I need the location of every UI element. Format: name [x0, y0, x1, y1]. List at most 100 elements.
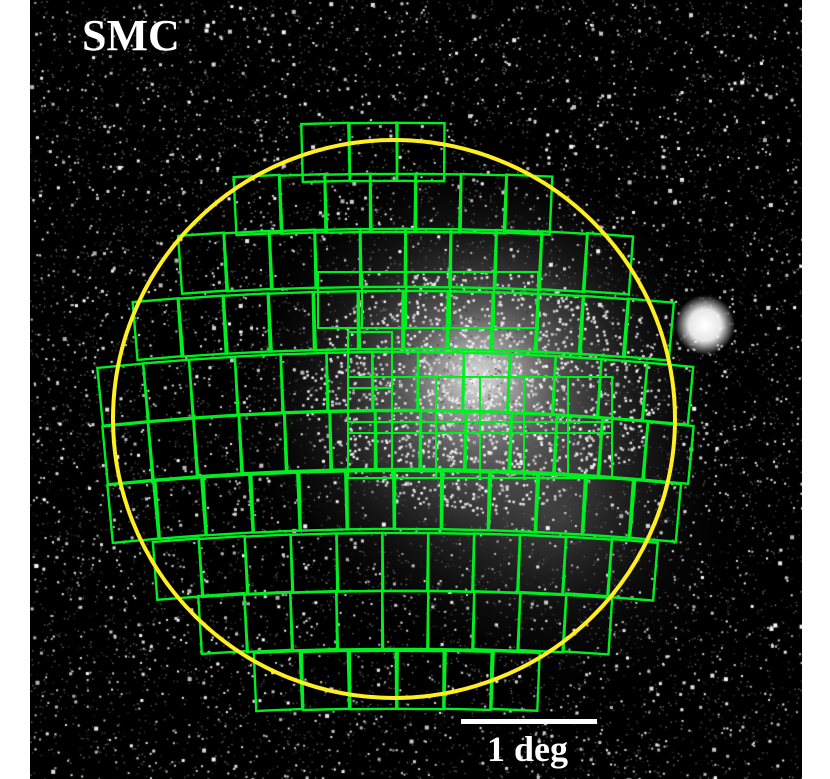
survey-tile: [250, 471, 301, 534]
survey-tile: [640, 361, 695, 427]
survey-tile: [95, 362, 151, 427]
survey-tile: [403, 227, 453, 289]
survey-tile: [605, 537, 660, 602]
survey-tile: [426, 589, 476, 651]
survey-tile: [237, 411, 289, 475]
survey-tile: [393, 469, 443, 531]
survey-tile: [328, 409, 378, 471]
survey-tile: [323, 172, 373, 234]
survey-tile: [101, 420, 155, 486]
survey-tile: [567, 376, 613, 434]
survey-overlay: [95, 121, 695, 713]
survey-tile: [416, 350, 466, 412]
survey-tile: [533, 292, 586, 356]
survey-tile: [358, 227, 408, 289]
survey-tile: [493, 271, 539, 329]
survey-tile: [440, 469, 491, 532]
survey-tile: [471, 532, 522, 595]
survey-tile: [313, 227, 363, 290]
survey-tile: [221, 292, 273, 356]
survey-tile: [176, 294, 229, 358]
survey-tile: [492, 228, 544, 292]
survey-tile: [197, 534, 250, 599]
survey-tile: [537, 229, 589, 294]
scale-bar-label: 1 deg: [487, 729, 568, 769]
survey-tile: [515, 533, 568, 597]
survey-tile: [361, 271, 407, 329]
survey-tile: [487, 470, 539, 534]
survey-tile: [325, 350, 375, 413]
survey-tile: [222, 229, 274, 293]
survey-tile: [347, 376, 393, 434]
survey-tile: [146, 417, 200, 482]
survey-tile: [577, 294, 631, 359]
survey-tile: [381, 531, 430, 593]
survey-tile-grid: [95, 121, 695, 713]
survey-tile: [297, 470, 349, 532]
survey-tile: [489, 290, 541, 354]
survey-tile: [335, 531, 385, 593]
survey-tile: [279, 351, 330, 414]
survey-tile: [396, 649, 445, 711]
survey-tile: [628, 478, 683, 544]
survey-tile: [471, 590, 522, 652]
survey-tile: [380, 589, 430, 651]
survey-tile: [371, 350, 420, 412]
survey-tile: [300, 649, 351, 712]
survey-tile: [621, 297, 676, 362]
survey-tile: [176, 231, 230, 295]
survey-tile: [191, 414, 245, 478]
survey-tile: [449, 271, 495, 329]
survey-tile: [561, 592, 614, 656]
survey-tile: [505, 352, 558, 416]
survey-tile: [395, 121, 446, 183]
survey-tile: [373, 409, 423, 471]
survey-tile: [560, 535, 614, 599]
survey-tile: [448, 227, 498, 290]
survey-tile: [425, 531, 476, 594]
survey-tile: [267, 228, 319, 291]
survey-tile: [523, 376, 569, 434]
survey-tile: [457, 172, 509, 235]
survey-tile: [356, 289, 406, 351]
survey-tile: [462, 410, 514, 473]
survey-tile: [391, 376, 437, 434]
survey-tile: [311, 289, 362, 352]
survey-tile: [243, 533, 295, 596]
scale-bar: [461, 719, 597, 724]
survey-tile: [243, 590, 295, 654]
survey-tile: [131, 296, 185, 362]
survey-boundary-circle: [111, 138, 677, 700]
survey-tile: [106, 479, 160, 545]
survey-tile: [401, 289, 450, 351]
survey-tile: [252, 649, 304, 713]
survey-tile: [317, 271, 363, 329]
survey-tile: [154, 476, 207, 540]
survey-tile: [347, 331, 393, 389]
survey-tile: [523, 421, 569, 479]
survey-tile: [551, 413, 605, 478]
survey-tile: [187, 355, 240, 419]
survey-tile: [479, 376, 525, 434]
survey-tile: [413, 172, 463, 234]
survey-tile: [435, 376, 481, 434]
survey-tile: [335, 589, 385, 651]
survey-tile: [289, 589, 340, 652]
survey-tile: [282, 410, 334, 473]
survey-tile: [567, 421, 613, 479]
survey-tile: [596, 416, 650, 481]
survey-tile: [348, 121, 399, 183]
survey-tile: [289, 532, 340, 595]
survey-tile: [141, 358, 195, 423]
survey-tile: [445, 290, 496, 352]
survey-tile: [348, 649, 398, 711]
galaxy-label: SMC: [82, 11, 180, 60]
survey-tile: [534, 472, 587, 536]
survey-tile: [581, 475, 635, 540]
survey-tile: [595, 357, 649, 422]
survey-tile: [550, 354, 603, 419]
survey-tile: [151, 537, 205, 602]
survey-tile: [443, 649, 493, 712]
survey-tile: [461, 351, 512, 414]
survey-tile: [233, 353, 285, 416]
